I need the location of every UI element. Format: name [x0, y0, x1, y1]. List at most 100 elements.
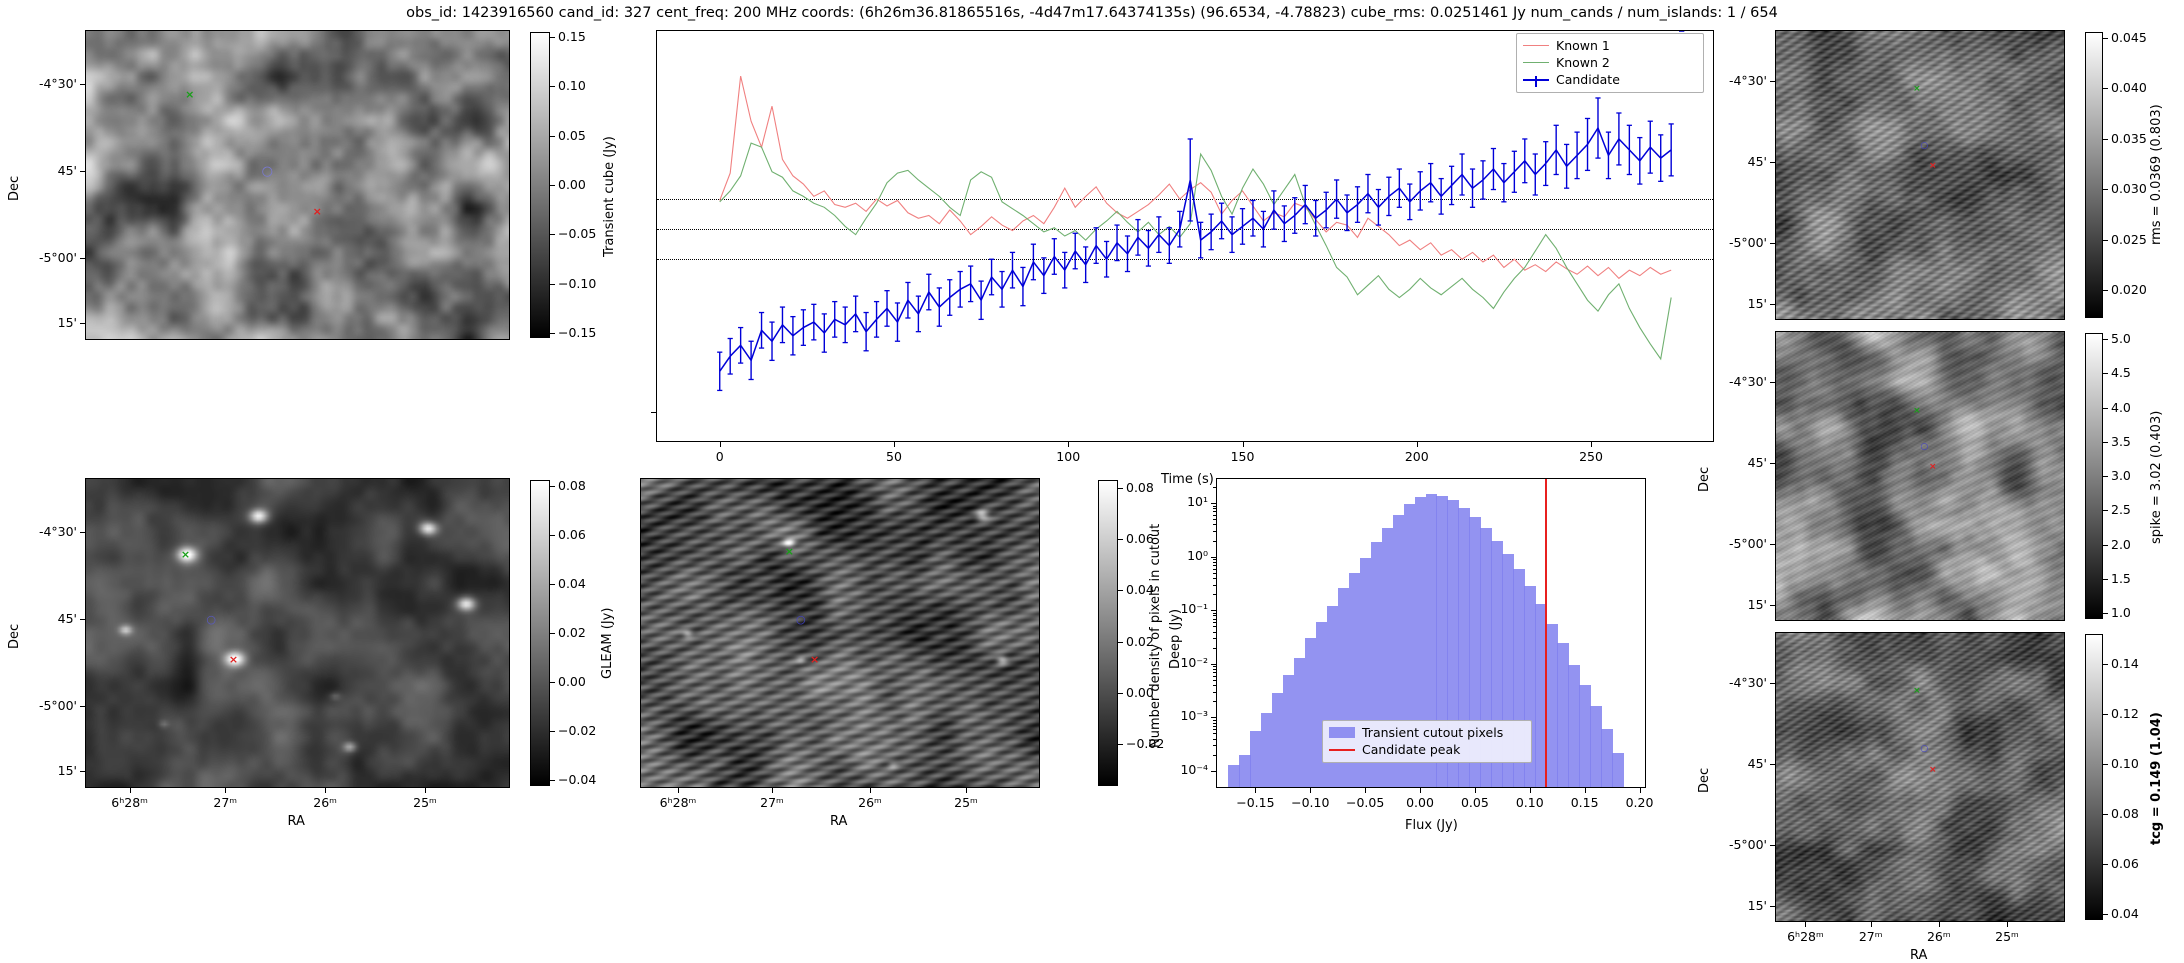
tcg-panel-ra-tick — [2007, 922, 2008, 927]
histogram-legend-swatch-1 — [1329, 748, 1355, 751]
gleam-panel: × ○ × — [85, 478, 510, 788]
histogram-bar — [1447, 499, 1460, 787]
histogram-legend-label-1: Candidate peak — [1362, 742, 1461, 757]
histogram-y-minor-tick — [1213, 701, 1216, 703]
tcg-cb-title: tcg = 0.149 (1.04) — [2149, 712, 2164, 845]
histogram-x-tick — [1255, 788, 1257, 793]
deep-cb-tick-label: 0.04 — [1126, 582, 1154, 598]
tcg-cb-tick — [2103, 764, 2108, 765]
legend-swatch-2 — [1523, 75, 1549, 87]
histogram-y-minor-tick — [1213, 568, 1216, 570]
tcg-panel-ra-label: 26ᵐ — [1926, 929, 1951, 944]
histogram-y-minor-tick — [1213, 691, 1216, 693]
transient-cube-cb-tick — [550, 333, 555, 334]
deep-cb-tick — [1118, 744, 1123, 745]
tcg-panel-dec-tick — [1770, 906, 1775, 908]
spike-cb-tick — [2103, 373, 2108, 375]
lightcurve-x-tick-label: 150 — [1230, 449, 1255, 464]
histogram-y-minor-tick — [1213, 511, 1216, 513]
rms-cb-tick-label: 0.030 — [2111, 181, 2147, 197]
transient-cube-cb-tick-label: −0.10 — [558, 275, 597, 291]
known2-marker: × — [1913, 686, 1921, 697]
deep-cb-tick — [1118, 539, 1123, 541]
tcg-panel-dec-tick — [1770, 845, 1775, 847]
histogram-y-tick-label: 10⁻⁴ — [1180, 761, 1208, 777]
histogram-x-axis-title: Flux (Jy) — [1405, 818, 1458, 833]
rms-cb-title: rms = 0.0369 (0.803) — [2149, 104, 2164, 245]
legend-swatch-0 — [1523, 45, 1549, 46]
gleam-cb-tick-label: 0.02 — [558, 625, 586, 640]
histogram-y-minor-tick — [1213, 561, 1216, 563]
histogram-y-minor-tick — [1213, 719, 1216, 721]
histogram-bar — [1326, 605, 1339, 787]
histogram-bar — [1524, 586, 1536, 787]
histogram-y-minor-tick — [1213, 612, 1216, 614]
histogram-x-tick-label: 0.15 — [1570, 795, 1599, 810]
histogram-bar — [1392, 514, 1405, 787]
lightcurve-y-tick — [651, 412, 656, 413]
histogram-y-axis-title: Number density of pixels in cutout — [1148, 523, 1163, 748]
deep-panel-ra-tick — [870, 788, 871, 793]
histogram-y-minor-tick — [1213, 505, 1216, 507]
transient-cube-panel-dec-tick — [80, 84, 85, 86]
transient-cube-cb-tick-label: −0.05 — [558, 226, 597, 242]
tcg-cb-tick — [2103, 814, 2108, 815]
deep-colorbar — [1098, 480, 1118, 786]
tcg-panel: × ○ × — [1775, 632, 2065, 922]
legend-swatch-1 — [1523, 62, 1549, 63]
spike-cb-title: spike = 3.02 (0.403) — [2149, 410, 2164, 544]
histogram-x-tick — [1584, 788, 1586, 793]
histogram-bar — [1579, 685, 1591, 787]
histogram-y-minor-tick — [1213, 725, 1216, 727]
known2-marker: × — [1913, 405, 1921, 416]
histogram-bar — [1293, 657, 1306, 787]
lightcurve-x-tick — [1416, 442, 1418, 447]
histogram-y-minor-tick — [1213, 754, 1216, 756]
known2-marker: × — [1913, 84, 1921, 95]
histogram-y-minor-tick — [1213, 531, 1216, 533]
gleam-panel-dec-label: -4°30' — [38, 524, 77, 540]
spike-cb-tick-label: 1.0 — [2111, 605, 2131, 620]
rms-cb-tick-label: 0.035 — [2111, 130, 2147, 146]
lightcurve-x-axis-title: Time (s) — [1161, 472, 1214, 487]
histogram-bar — [1348, 572, 1361, 787]
lightcurve-x-tick — [719, 442, 721, 447]
gleam-panel-ra-tick — [325, 788, 327, 793]
tcg-panel-dec-label: -4°30' — [1728, 674, 1767, 690]
histogram-x-tick — [1420, 788, 1422, 793]
spike-cb-tick-label: 3.5 — [2111, 433, 2131, 449]
histogram-y-minor-tick — [1213, 540, 1216, 542]
histogram-legend-row-1: Candidate peak — [1329, 741, 1524, 758]
spike-cb-tick-label: 2.0 — [2111, 536, 2131, 552]
histogram-y-tick — [1211, 556, 1216, 558]
gleam-cb-tick — [550, 535, 555, 536]
spike-panel-dec-tick — [1770, 544, 1775, 546]
histogram-bar — [1227, 764, 1240, 787]
deep-cb-tick — [1118, 488, 1123, 489]
transient-cube-panel-dec-label: -5°00' — [38, 249, 77, 265]
lightcurve-legend: Known 1 Known 2 Candidate — [1516, 33, 1704, 93]
transient-cube-cb-tick — [550, 37, 555, 38]
gleam-panel-dec-label: 15' — [57, 762, 77, 778]
spike-cb-tick — [2103, 578, 2108, 580]
legend-label-0: Known 1 — [1556, 38, 1610, 53]
known1-marker: × — [810, 653, 820, 667]
known2-marker: × — [185, 87, 195, 101]
rms-panel-dec-label: -4°30' — [1728, 72, 1767, 88]
tcg-cb-tick-label: 0.04 — [2111, 906, 2139, 921]
histogram-bar — [1436, 496, 1449, 787]
histogram-y-minor-tick — [1213, 675, 1216, 677]
spike-cb-tick-label: 3.0 — [2111, 468, 2131, 483]
known1-marker: × — [1929, 161, 1937, 172]
rms-cb-tick — [2103, 239, 2108, 241]
histogram-bar — [1282, 674, 1295, 787]
histogram-bar — [1271, 693, 1284, 787]
deep-panel-ra-tick — [966, 788, 967, 793]
histogram-y-minor-tick — [1213, 618, 1216, 620]
histogram-bar — [1315, 622, 1328, 787]
histogram-bar — [1359, 557, 1372, 787]
threshold-line-2 — [657, 259, 1713, 261]
rms-colorbar — [2085, 32, 2103, 318]
histogram-y-minor-tick — [1213, 672, 1216, 674]
gleam-panel-image — [86, 479, 509, 787]
